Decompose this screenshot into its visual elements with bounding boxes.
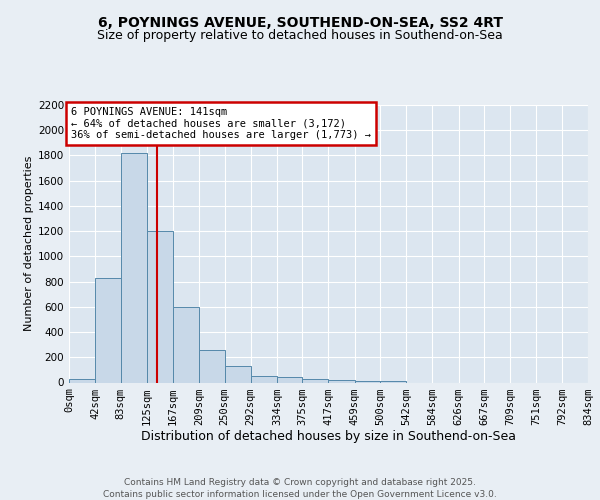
- Bar: [95, 278, 121, 382]
- Text: 6, POYNINGS AVENUE, SOUTHEND-ON-SEA, SS2 4RT: 6, POYNINGS AVENUE, SOUTHEND-ON-SEA, SS2…: [97, 16, 503, 30]
- Bar: [173, 307, 199, 382]
- Bar: [277, 378, 302, 382]
- Bar: [380, 380, 406, 382]
- Bar: [224, 366, 251, 382]
- Bar: [69, 380, 95, 382]
- Bar: [355, 380, 380, 382]
- Bar: [251, 376, 277, 382]
- Bar: [121, 153, 147, 382]
- Bar: [147, 231, 173, 382]
- Text: Contains HM Land Registry data © Crown copyright and database right 2025.
Contai: Contains HM Land Registry data © Crown c…: [103, 478, 497, 499]
- Y-axis label: Number of detached properties: Number of detached properties: [24, 156, 34, 332]
- Bar: [199, 350, 224, 382]
- Bar: [329, 380, 355, 382]
- Bar: [302, 378, 329, 382]
- X-axis label: Distribution of detached houses by size in Southend-on-Sea: Distribution of detached houses by size …: [141, 430, 516, 444]
- Text: Size of property relative to detached houses in Southend-on-Sea: Size of property relative to detached ho…: [97, 29, 503, 42]
- Text: 6 POYNINGS AVENUE: 141sqm
← 64% of detached houses are smaller (3,172)
36% of se: 6 POYNINGS AVENUE: 141sqm ← 64% of detac…: [71, 107, 371, 140]
